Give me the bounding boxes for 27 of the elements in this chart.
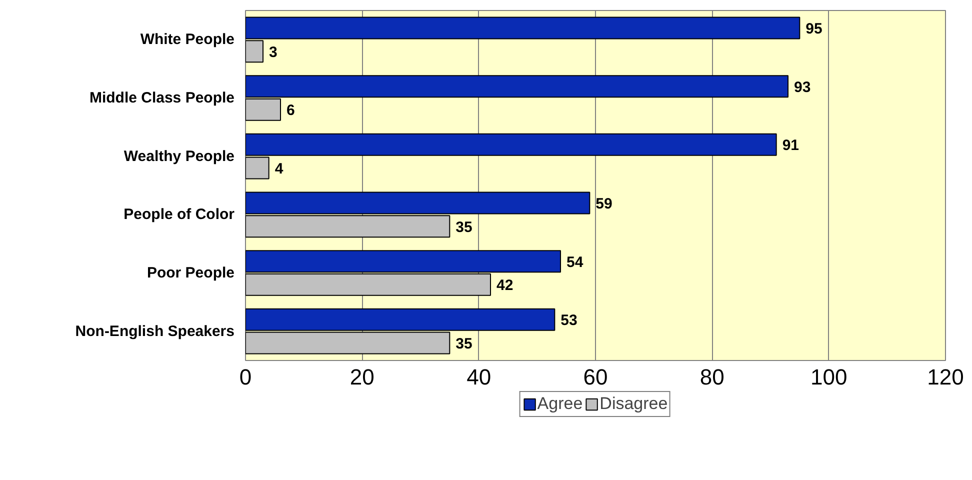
- x-tick-label: 80: [700, 364, 724, 390]
- x-tick-label: 100: [810, 364, 848, 390]
- data-label: 6: [286, 102, 295, 120]
- legend-label: Disagree: [600, 394, 668, 414]
- legend-label: Agree: [537, 394, 583, 414]
- y-tick-label: White People: [140, 31, 235, 48]
- y-tick-label: Wealthy People: [124, 148, 235, 165]
- data-label: 53: [560, 312, 578, 330]
- x-tick-label: 40: [466, 364, 492, 390]
- x-tick-label: 120: [927, 364, 964, 390]
- data-label: 3: [269, 44, 278, 61]
- x-tick-label: 60: [583, 364, 608, 390]
- x-tick-label: 20: [350, 364, 374, 390]
- y-tick-label: Poor People: [146, 264, 235, 282]
- data-label: 4: [274, 160, 284, 178]
- data-label: 42: [496, 277, 514, 294]
- data-label: 93: [794, 78, 811, 96]
- data-label: 35: [456, 218, 472, 236]
- data-label: 35: [456, 336, 472, 352]
- data-label: 59: [596, 196, 612, 212]
- data-label: 54: [566, 254, 584, 271]
- y-tick-label: Non-English Speakers: [75, 322, 235, 340]
- y-tick-label: Middle Class People: [89, 90, 235, 106]
- data-label: 95: [806, 20, 822, 38]
- data-label: 91: [782, 137, 800, 154]
- y-tick-label: People of Color: [124, 206, 235, 224]
- x-tick-label: 0: [239, 364, 252, 390]
